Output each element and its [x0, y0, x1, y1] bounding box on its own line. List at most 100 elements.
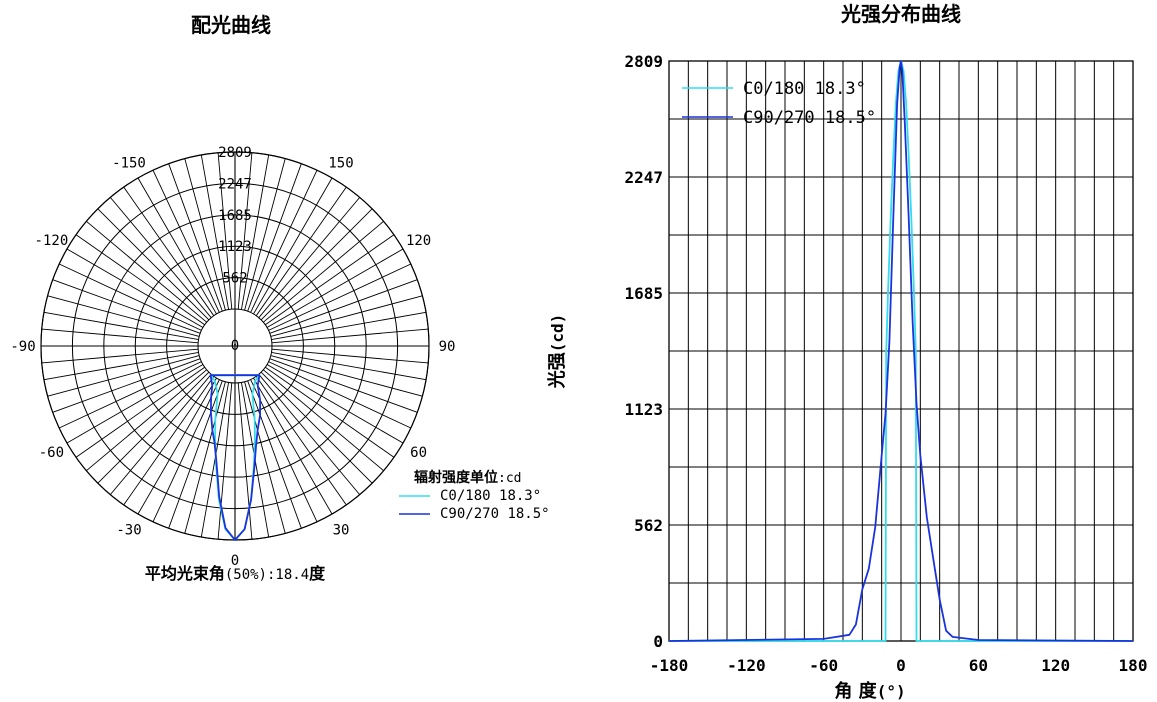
- polar-legend: 辐射强度单位:cd C0/180 18.3° C90/270 18.5°: [399, 469, 550, 522]
- polar-spoke: [168, 380, 223, 529]
- polar-footer: 平均光束角(50%):18.4度: [145, 564, 326, 583]
- polar-spoke: [244, 381, 286, 534]
- polar-spoke: [123, 376, 215, 506]
- polar-angle-label--30: -30: [116, 523, 141, 539]
- polar-spoke: [66, 364, 204, 444]
- polar-angle-label-60: 60: [410, 445, 427, 461]
- polar-series: [209, 374, 261, 541]
- line-series: [668, 60, 1134, 642]
- line-chart: 光强分布曲线 -180 -120 -60 0 60 120 180 0 562 1123 1685…: [546, 2, 1147, 702]
- polar-legend-c0-angle: 18.3°: [499, 488, 541, 504]
- polar-spoke: [265, 366, 395, 458]
- polar-spoke: [255, 376, 347, 506]
- polar-spoke: [260, 208, 373, 321]
- polar-spoke: [247, 163, 302, 312]
- polar-spoke: [268, 361, 412, 429]
- line-x-tick-60: 60: [969, 656, 988, 675]
- line-x-tick--180: -180: [650, 656, 689, 675]
- polar-spoke: [244, 158, 286, 311]
- line-x-tick-0: 0: [896, 656, 906, 675]
- polar-center-label: 0: [231, 338, 239, 354]
- polar-angle-label-90: 90: [439, 339, 456, 355]
- polar-spoke: [58, 361, 202, 429]
- polar-legend-c90: C90/270 18.5°: [440, 506, 550, 522]
- line-y-tick-2247: 2247: [624, 168, 663, 187]
- polar-spoke: [240, 154, 270, 310]
- polar-angle-label-150: 150: [328, 155, 353, 171]
- polar-spoke: [268, 263, 412, 331]
- polar-spoke: [58, 263, 202, 331]
- polar-spoke: [123, 186, 215, 316]
- polar-spoke: [137, 177, 217, 315]
- polar-spoke: [41, 328, 199, 344]
- polar-spoke: [152, 379, 220, 523]
- polar-spoke: [271, 311, 427, 341]
- line-legend-c0-name: C0/180: [743, 79, 804, 99]
- polar-spoke: [41, 348, 199, 364]
- line-y-label-unit: (cd): [548, 314, 567, 353]
- polar-chart: 配光曲线 562 1123 1685 2247 2809 0 30 60 90 120 150 -3…: [10, 13, 549, 583]
- line-x-label-unit: (°): [877, 682, 906, 701]
- polar-spoke: [258, 374, 361, 495]
- polar-spoke: [86, 220, 207, 323]
- polar-spoke: [269, 279, 418, 334]
- line-legend: C0/180 18.3° C90/270 18.5°: [682, 79, 876, 128]
- polar-spoke: [253, 377, 333, 515]
- polar-angle-label--120: -120: [35, 233, 69, 249]
- polar-spoke: [43, 311, 199, 341]
- polar-legend-c0: C0/180 18.3°: [440, 488, 541, 504]
- polar-radial-label-1685: 1685: [218, 208, 252, 224]
- polar-spoke: [86, 369, 207, 472]
- polar-spoke: [184, 381, 226, 534]
- polar-spoke: [271, 328, 429, 344]
- line-legend-c0-angle: 18.3°: [815, 79, 866, 99]
- polar-spoke: [250, 169, 318, 313]
- polar-spoke: [43, 351, 199, 381]
- polar-legend-c90-name: C90/270: [440, 506, 499, 522]
- line-x-label: 角 度(°): [834, 680, 905, 702]
- polar-spoke: [237, 382, 253, 540]
- polar-spoke: [266, 248, 404, 328]
- polar-spoke: [255, 186, 347, 316]
- line-y-tick-2809: 2809: [624, 52, 663, 71]
- line-x-ticks: -180 -120 -60 0 60 120 180: [650, 656, 1148, 675]
- polar-spoke: [47, 295, 200, 337]
- polar-radial-labels: 562 1123 1685 2247 2809: [218, 145, 252, 287]
- polar-spoke: [266, 364, 404, 444]
- line-y-label: 光强(cd): [546, 314, 568, 390]
- line-x-tick-180: 180: [1119, 656, 1148, 675]
- polar-spoke: [47, 355, 200, 397]
- line-x-label-text: 角 度: [834, 680, 877, 702]
- line-grid: [668, 60, 1134, 642]
- line-y-tick-562: 562: [634, 516, 663, 535]
- polar-legend-c90-angle: 18.5°: [507, 506, 549, 522]
- polar-spoke: [52, 279, 201, 334]
- line-series-c90: [668, 60, 1134, 642]
- polar-spoke: [109, 197, 212, 318]
- polar-angle-labels: 0 30 60 90 120 150 -30 -60 -90 -120 -150: [10, 155, 455, 569]
- polar-spoke: [265, 234, 395, 326]
- polar-spoke: [247, 380, 302, 529]
- polar-angle-label--150: -150: [112, 155, 146, 171]
- polar-spoke: [217, 152, 233, 310]
- polar-footer-mid: (50%):18.4: [225, 567, 309, 583]
- polar-spoke: [152, 169, 220, 313]
- polar-spoke: [271, 351, 427, 381]
- polar-angle-label--90: -90: [10, 339, 35, 355]
- polar-spoke: [271, 348, 429, 364]
- polar-spoke: [217, 382, 233, 540]
- polar-spoke: [52, 358, 201, 413]
- polar-angle-label-120: 120: [406, 233, 431, 249]
- polar-footer-suffix: 度: [309, 564, 326, 583]
- polar-radial-label-1123: 1123: [218, 239, 252, 255]
- line-legend-c90-name: C90/270: [743, 108, 815, 128]
- polar-spoke: [237, 152, 253, 310]
- line-y-label-text: 光强: [546, 352, 568, 389]
- polar-spoke: [270, 355, 423, 397]
- polar-spoke: [260, 371, 373, 484]
- polar-spoke: [263, 220, 384, 323]
- line-x-tick--120: -120: [727, 656, 766, 675]
- polar-spoke: [263, 369, 384, 472]
- polar-spoke: [75, 366, 205, 458]
